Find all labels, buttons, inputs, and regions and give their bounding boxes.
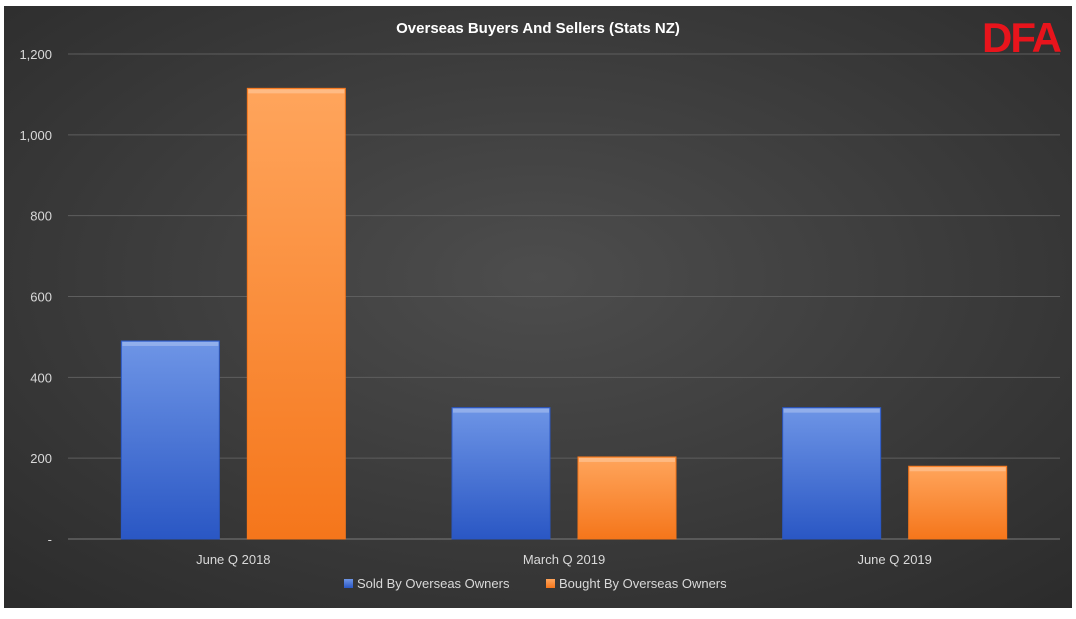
legend-swatch (546, 579, 555, 588)
bar-highlight (909, 467, 1006, 472)
bar-highlight (453, 408, 549, 413)
bar-highlight (783, 408, 880, 413)
bar-bought-0 (246, 87, 346, 540)
y-tick-label: 200 (30, 451, 52, 466)
y-tick-label: 1,000 (19, 128, 52, 143)
y-tick-label: - (48, 532, 52, 547)
y-tick-label: 1,200 (19, 47, 52, 62)
bar-highlight (122, 341, 219, 346)
y-tick-label: 800 (30, 209, 52, 224)
bars (120, 87, 1008, 540)
legend-label: Sold By Overseas Owners (357, 576, 510, 591)
x-tick-label: March Q 2019 (523, 552, 605, 567)
x-tick-label: June Q 2018 (196, 552, 270, 567)
bar-highlight (579, 457, 675, 462)
bar-bought-2 (908, 465, 1008, 540)
bar-bought-1 (577, 456, 677, 540)
bar-sold-2 (782, 407, 882, 540)
bar-sold-0 (120, 340, 220, 540)
legend-label: Bought By Overseas Owners (559, 576, 727, 591)
y-tick-label: 600 (30, 290, 52, 305)
legend-swatch (344, 579, 353, 588)
bar-highlight (248, 89, 345, 94)
gridlines (68, 53, 1060, 540)
chart-title: Overseas Buyers And Sellers (Stats NZ) (396, 20, 680, 37)
x-tick-label: June Q 2019 (857, 552, 931, 567)
x-axis-tick-labels: June Q 2018 March Q 2019 June Q 2019 (196, 552, 932, 567)
dfa-logo: DFA (982, 14, 1062, 61)
y-axis-tick-labels: - 200 400 600 800 1,000 1,200 (19, 47, 52, 547)
bar-sold-1 (451, 407, 551, 540)
legend: Sold By Overseas Owners Bought By Oversea… (344, 576, 727, 591)
y-tick-label: 400 (30, 370, 52, 385)
